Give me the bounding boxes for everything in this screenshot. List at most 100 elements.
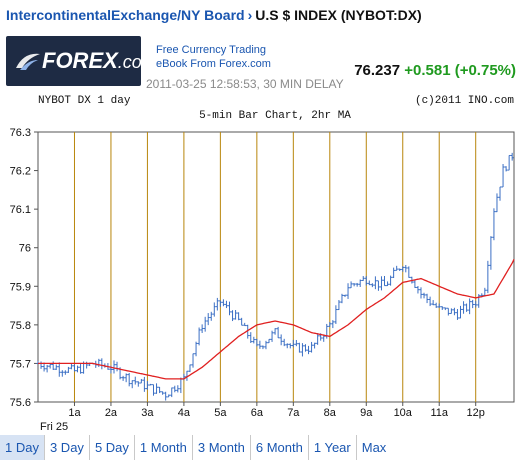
ohlc-bar	[212, 302, 216, 317]
ohlc-bar	[428, 296, 432, 307]
range-tab-1-day[interactable]: 1 Day	[0, 435, 45, 460]
ohlc-bar	[392, 267, 396, 278]
ohlc-bar	[194, 341, 198, 357]
ohlc-bar	[364, 276, 368, 286]
y-axis-ticks: 76.3 76.2 76.1 76 75.9 75.8 75.7 75.6	[10, 127, 38, 409]
ohlc-bar	[437, 303, 441, 308]
ohlc-bar	[45, 364, 49, 373]
ohlc-bar	[197, 327, 201, 346]
ohlc-bar	[349, 281, 353, 289]
ohlc-bar	[200, 324, 204, 334]
ohlc-bar	[173, 385, 177, 393]
x-tick-label: 3a	[141, 407, 154, 419]
ohlc-bar	[139, 378, 143, 384]
promo-line-1[interactable]: Free Currency Trading	[156, 44, 267, 56]
ohlc-bar	[145, 381, 149, 390]
ohlc-bar	[54, 364, 58, 371]
ohlc-bar	[373, 276, 377, 290]
ohlc-bar	[492, 208, 496, 241]
y-tick-label: 75.6	[10, 397, 31, 409]
ohlc-bar	[206, 313, 210, 326]
ohlc-bar	[367, 280, 371, 286]
ohlc-bar	[136, 381, 140, 387]
ohlc-bar	[191, 353, 195, 368]
range-tab-5-day[interactable]: 5 Day	[90, 435, 135, 460]
ohlc-bar	[346, 283, 350, 299]
ohlc-bar	[76, 365, 80, 373]
ohlc-bar	[313, 342, 317, 349]
x-tick-label: 11a	[430, 407, 448, 419]
y-tick-label: 76.3	[10, 127, 31, 139]
ohlc-bar	[419, 287, 423, 299]
ohlc-bar	[383, 275, 387, 287]
ohlc-bar	[170, 387, 174, 398]
ohlc-bar	[389, 275, 393, 286]
ohlc-bar	[404, 264, 408, 273]
exchange-link[interactable]: IntercontinentalExchange/NY Board	[6, 7, 245, 23]
ohlc-bar	[158, 386, 162, 394]
ohlc-bar	[498, 186, 502, 201]
ohlc-bar	[127, 372, 131, 387]
last-price: 76.237	[354, 62, 401, 79]
quote-timestamp: 2011-03-25 12:58:53, 30 MIN DELAY	[146, 77, 344, 91]
ohlc-bar	[334, 305, 338, 324]
range-tab-6-month[interactable]: 6 Month	[251, 435, 309, 460]
ohlc-bar	[261, 345, 265, 350]
ohlc-bar	[273, 328, 277, 335]
ohlc-bar	[234, 310, 238, 320]
ohlc-bar	[370, 283, 374, 288]
ohlc-bar	[288, 343, 292, 349]
ohlc-bar	[340, 293, 344, 304]
ohlc-bar	[148, 383, 152, 386]
ohlc-bar	[267, 338, 271, 344]
ohlc-bar	[465, 303, 469, 312]
chart-title: 5-min Bar Chart, 2hr MA	[199, 110, 351, 122]
ohlc-bar	[477, 294, 481, 308]
ohlc-bar	[310, 341, 314, 353]
ohlc-bar	[279, 334, 283, 346]
ohlc-bar	[459, 305, 463, 319]
x-tick-label: 5a	[214, 407, 227, 419]
ohlc-bar	[167, 394, 171, 398]
ohlc-bar	[398, 268, 402, 271]
ohlc-bar	[252, 336, 256, 344]
ohlc-bar	[425, 293, 429, 304]
ohlc-bar	[307, 345, 311, 355]
x-tick-label: 4a	[178, 407, 191, 419]
ohlc-bar	[69, 363, 73, 370]
ohlc-bar	[240, 317, 244, 326]
forex-logo-banner[interactable]: FOREX.com	[6, 36, 141, 86]
ohlc-bar	[155, 383, 159, 394]
ohlc-bar	[258, 340, 262, 349]
ohlc-bar	[434, 302, 438, 308]
plot-area	[37, 131, 515, 403]
ohlc-bar	[285, 343, 289, 349]
ohlc-bar	[224, 300, 228, 309]
range-tab-3-month[interactable]: 3 Month	[193, 435, 251, 460]
y-tick-label: 76.1	[10, 204, 31, 216]
range-tab-1-month[interactable]: 1 Month	[135, 435, 193, 460]
ohlc-bar	[270, 330, 274, 342]
ohlc-bar	[510, 152, 514, 161]
range-tab-3-day[interactable]: 3 Day	[45, 435, 90, 460]
ohlc-bar	[164, 391, 168, 401]
ohlc-bar	[221, 299, 225, 307]
logo-domain: .com	[117, 52, 141, 72]
range-tab-1-year[interactable]: 1 Year	[309, 435, 357, 460]
range-tab-max[interactable]: Max	[361, 440, 387, 455]
ohlc-bar	[66, 366, 70, 374]
ohlc-bar	[227, 301, 231, 316]
range-tabs: 1 Day 3 Day 5 Day 1 Month 3 Month 6 Month 1 Ye…	[0, 435, 391, 460]
ohlc-bar	[471, 299, 475, 309]
promo-line-2[interactable]: eBook From Forex.com	[156, 58, 271, 70]
y-tick-label: 76	[19, 243, 31, 255]
ohlc-bar	[431, 300, 435, 306]
ohlc-bar	[203, 316, 207, 332]
ohlc-bar	[255, 338, 259, 347]
y-tick-label: 75.9	[10, 281, 31, 293]
ohlc-bar	[416, 286, 420, 294]
ma-line	[38, 259, 515, 380]
ohlc-bar	[395, 265, 399, 271]
forex-swoosh-icon	[16, 53, 40, 70]
price-change: +0.581 (+0.75%)	[404, 62, 516, 79]
